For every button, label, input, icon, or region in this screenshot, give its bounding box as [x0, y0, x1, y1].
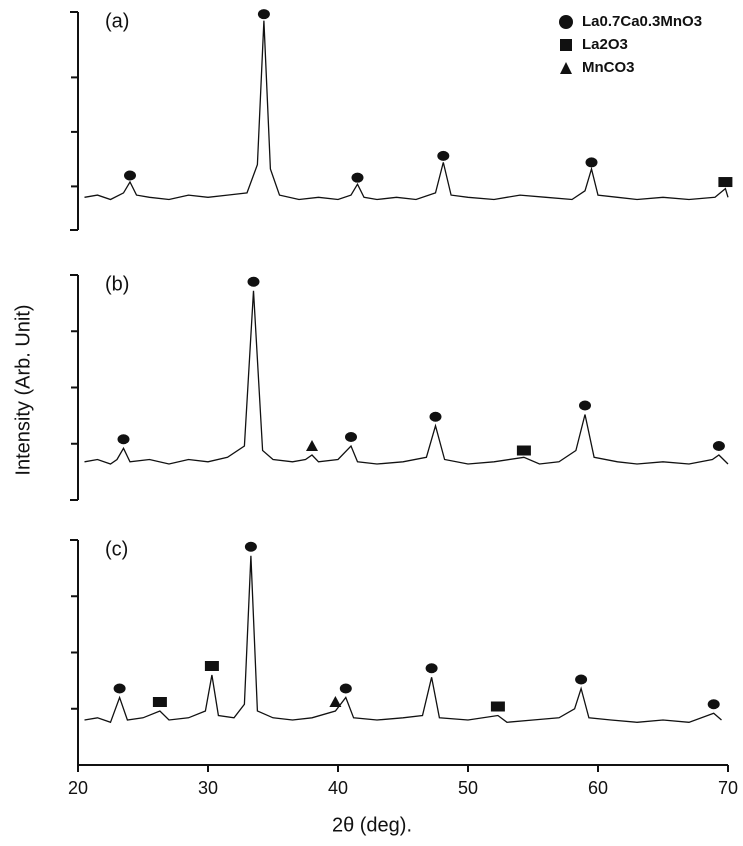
legend-label: MnCO3	[582, 59, 635, 76]
peak-marker	[575, 674, 588, 685]
peak-marker	[707, 699, 720, 710]
peak-marker	[204, 661, 219, 671]
peak-marker	[718, 177, 733, 188]
x-tick-label: 50	[458, 778, 478, 798]
xrd-pattern	[84, 290, 729, 465]
x-tick-label: 60	[588, 778, 608, 798]
x-tick-label: 70	[718, 778, 738, 798]
legend-marker	[560, 39, 572, 51]
peak-marker	[339, 683, 352, 694]
peak-marker	[329, 696, 342, 707]
legend-marker	[559, 15, 573, 29]
panel-label: (a)	[105, 10, 129, 32]
x-tick-label: 20	[68, 778, 88, 798]
peak-marker	[117, 434, 130, 445]
peak-marker	[490, 701, 505, 712]
panel-label: (c)	[105, 538, 128, 560]
peak-marker	[351, 172, 364, 183]
peak-marker	[429, 411, 442, 422]
xrd-pattern	[84, 20, 729, 201]
y-axis-label: Intensity (Arb. Unit)	[12, 304, 34, 475]
peak-marker	[113, 683, 126, 694]
legend-label: La0.7Ca0.3MnO3	[582, 13, 702, 30]
peak-marker	[345, 432, 357, 442]
peak-marker	[585, 157, 598, 168]
peak-marker	[425, 663, 438, 674]
legend-label: La2O3	[582, 36, 628, 53]
peak-marker	[244, 541, 257, 552]
peak-marker	[257, 9, 270, 20]
x-tick-label: 40	[328, 778, 348, 798]
peak-marker	[124, 170, 136, 181]
peak-marker	[437, 150, 450, 161]
peak-marker	[579, 400, 591, 411]
peak-marker	[306, 440, 318, 451]
legend-marker	[560, 62, 572, 74]
x-axis-label: 2θ (deg).	[332, 814, 412, 836]
peak-marker	[712, 441, 725, 451]
panel-label: (b)	[105, 273, 129, 295]
peak-marker	[516, 445, 531, 456]
x-tick-label: 30	[198, 778, 218, 798]
peak-marker	[152, 697, 167, 707]
peak-marker	[247, 276, 260, 287]
xrd-pattern	[84, 555, 722, 724]
